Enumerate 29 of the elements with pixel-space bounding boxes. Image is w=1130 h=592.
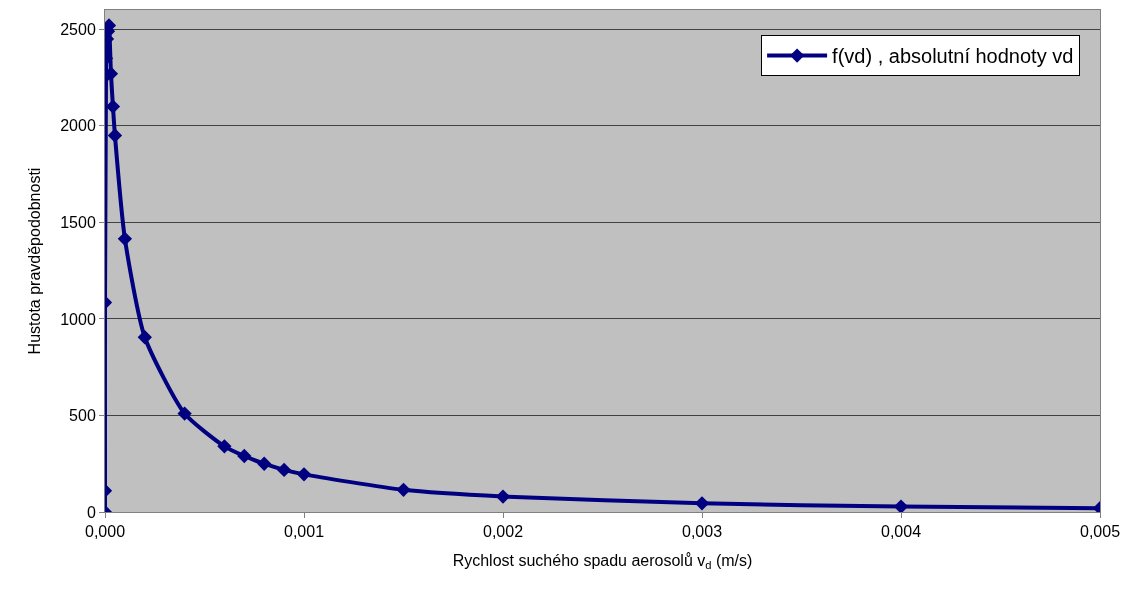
point: [296, 467, 312, 482]
x-tick-label: 0,005: [1079, 523, 1121, 541]
x-axis-title: Rychlost suchého spadu aerosolů v$_{d}$ (m/s): [452, 551, 753, 572]
point: [117, 231, 133, 246]
y-tick-label: 500: [69, 407, 96, 425]
y-tick-label: 1000: [60, 310, 96, 328]
point: [396, 482, 411, 497]
x-tick-label: 0,000: [84, 523, 126, 541]
point: [694, 496, 710, 511]
point: [495, 489, 511, 504]
point: [893, 499, 909, 512]
point: [217, 439, 232, 454]
point: [257, 456, 272, 471]
point: [237, 448, 252, 464]
y-axis-title: Hustota pravděpodobnosti: [26, 167, 44, 355]
point: [177, 406, 192, 421]
y-tick-label: 1500: [60, 213, 96, 231]
y-tick-label: 2500: [60, 20, 96, 38]
point: [137, 330, 152, 345]
x-tick-label: 0,004: [880, 523, 922, 541]
x-tick-label: 0,003: [681, 523, 723, 541]
point: [276, 462, 292, 478]
x-tick-label: 0,002: [482, 523, 524, 541]
point: [105, 99, 121, 114]
point: [107, 128, 123, 143]
y-tick-label: 0: [86, 503, 96, 521]
legend-label: f(vd) , absolutní hodnoty vd: [832, 45, 1074, 68]
x-tick-label: 0,001: [283, 523, 325, 541]
y-tick-label: 2000: [60, 117, 96, 135]
